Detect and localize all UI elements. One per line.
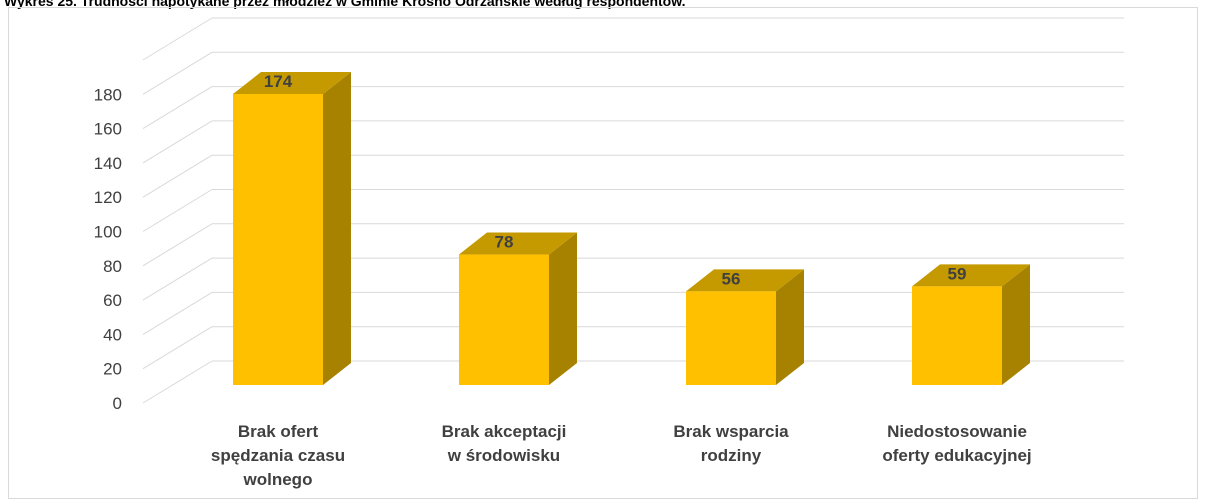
bar-top [233, 72, 351, 94]
x-category-label: wolnego [243, 470, 313, 489]
y-tick-label: 160 [94, 120, 122, 139]
y-tick-label: 80 [103, 257, 122, 276]
data-label: 174 [264, 72, 293, 91]
x-category-label: rodziny [701, 446, 762, 465]
data-label: 78 [495, 233, 514, 252]
bar-side [549, 232, 577, 385]
x-category-label: Brak ofert [238, 422, 319, 441]
bar [233, 94, 323, 385]
x-category-label: w środowisku [447, 446, 560, 465]
data-label: 59 [948, 264, 967, 283]
gridline-depth [142, 154, 213, 198]
bar-top [459, 232, 577, 255]
bar [912, 286, 1002, 385]
bar [459, 254, 549, 385]
y-tick-label: 180 [94, 85, 122, 104]
gridline-depth [142, 326, 213, 370]
x-category-label: Brak wsparcia [673, 422, 789, 441]
y-tick-label: 60 [103, 291, 122, 310]
gridline-depth [142, 360, 213, 404]
bar-side [323, 72, 351, 385]
y-tick-label: 0 [113, 394, 122, 413]
gridline-depth [142, 257, 213, 301]
bar-side [776, 269, 804, 385]
x-category-label: Niedostosowanie [887, 422, 1027, 441]
gridline-depth [142, 17, 213, 61]
bar [686, 291, 776, 385]
y-tick-label: 120 [94, 188, 122, 207]
y-tick-label: 140 [94, 154, 122, 173]
gridline-depth [142, 223, 213, 267]
gridline-depth [142, 86, 213, 130]
y-tick-label: 100 [94, 223, 122, 242]
y-tick-label: 40 [103, 325, 122, 344]
y-tick-label: 20 [103, 360, 122, 379]
data-label: 56 [722, 269, 741, 288]
chart-title: Wykres 25. Trudności napotykane przez mł… [4, 0, 686, 9]
gridline-depth [142, 291, 213, 335]
bar-top [912, 264, 1030, 287]
chart-frame [8, 7, 1198, 499]
gridline-depth [142, 120, 213, 164]
x-category-label: spędzania czasu [211, 446, 345, 465]
gridline-depth [142, 51, 213, 95]
bar-side [1002, 264, 1030, 385]
x-category-label: oferty edukacyjnej [882, 446, 1031, 465]
x-category-label: Brak akceptacji [442, 422, 567, 441]
bar-top [686, 269, 804, 292]
gridline-depth [142, 189, 213, 232]
